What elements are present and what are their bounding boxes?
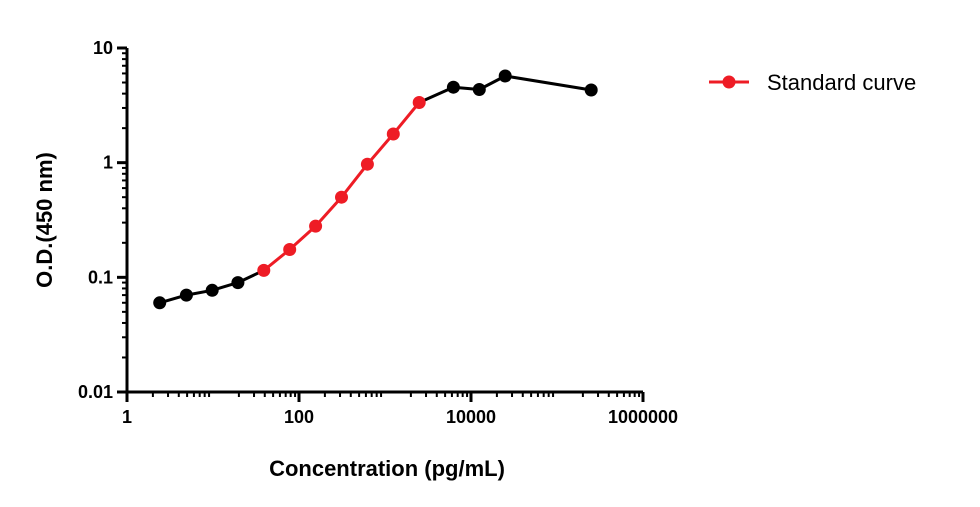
data-point (412, 96, 426, 109)
series-lines (159, 74, 592, 305)
y-axis-title: O.D.(450 nm) (32, 152, 57, 288)
data-point (309, 219, 323, 233)
data-point (205, 283, 219, 297)
x-tick-label: 10000 (446, 407, 496, 427)
data-point (498, 69, 512, 83)
y-tick-label: 10 (93, 38, 113, 58)
data-point (231, 276, 245, 290)
x-tick-label: 100 (284, 407, 314, 427)
data-point (472, 83, 486, 96)
y-tick-label: 0.1 (88, 267, 113, 287)
data-point (257, 263, 271, 277)
data-point (335, 190, 348, 204)
axes (125, 48, 643, 394)
x-ticks: 1 100 10000 1000000 (122, 392, 678, 427)
data-points (153, 69, 598, 310)
data-point (446, 80, 460, 94)
legend-label: Standard curve (767, 70, 916, 95)
data-point (584, 83, 598, 97)
y-tick-label: 1 (103, 153, 113, 173)
data-point (360, 157, 374, 171)
data-point (386, 127, 400, 141)
y-tick-label: 0.01 (78, 382, 113, 402)
data-point (153, 296, 167, 310)
data-point (283, 243, 297, 256)
legend-dot-marker (722, 75, 736, 89)
x-tick-label: 1000000 (608, 407, 678, 427)
y-ticks: 0.01 0.1 1 10 (78, 38, 127, 402)
x-tick-label: 1 (122, 407, 132, 427)
data-point (179, 288, 193, 302)
legend: Standard curve (709, 70, 916, 95)
x-axis-title: Concentration (pg/mL) (269, 456, 505, 481)
